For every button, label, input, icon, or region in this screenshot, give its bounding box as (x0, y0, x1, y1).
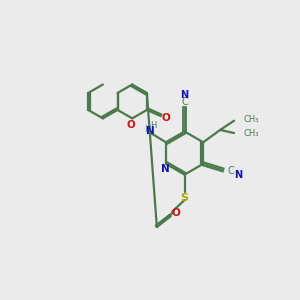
Text: N: N (234, 169, 242, 180)
Text: O: O (172, 208, 181, 218)
Text: C: C (227, 166, 234, 176)
Text: H: H (150, 121, 157, 130)
Text: N: N (181, 89, 189, 100)
Text: N: N (146, 127, 155, 136)
Text: N: N (161, 164, 170, 174)
Text: H: H (144, 125, 151, 134)
Text: O: O (162, 113, 170, 123)
Text: CH₃: CH₃ (243, 129, 259, 138)
Text: O: O (126, 119, 135, 130)
Text: C: C (181, 97, 188, 107)
Text: CH₃: CH₃ (243, 115, 259, 124)
Text: S: S (181, 193, 189, 203)
